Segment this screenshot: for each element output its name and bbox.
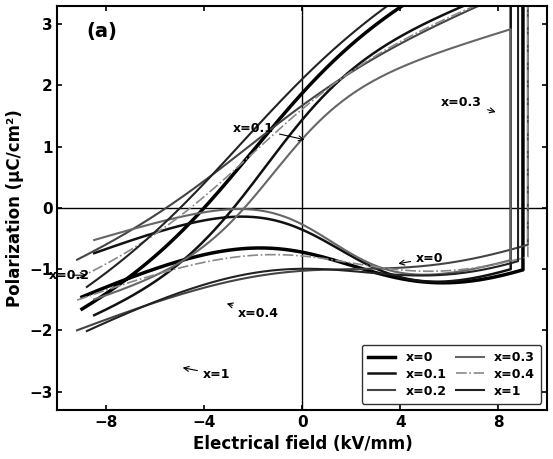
Text: x=0.4: x=0.4 [228,303,279,320]
x=0.3 [393,269,399,274]
Text: x=0.2: x=0.2 [49,269,90,282]
Line: x=1: x=1 [87,0,518,331]
x=0.1 [91,313,97,318]
Line: x=0.4: x=0.4 [77,0,528,300]
x=0 [398,276,405,281]
x=0.1 [440,279,446,284]
x=0.4 [451,268,458,273]
x=1 [84,328,90,334]
x=0.3 [291,218,298,224]
Line: x=0.2: x=0.2 [77,0,528,330]
x=0.3 [91,297,97,302]
x=1 [445,272,451,277]
x=0 [79,306,85,312]
x=0.4 [74,276,80,281]
x=0.3 [91,237,97,243]
x=0 [291,248,298,253]
x=0.2 [74,328,80,333]
x=0 [200,252,207,257]
x=0.4 [291,252,298,258]
x=1 [291,266,298,272]
x=0.1 [393,273,399,279]
x=0.4 [198,260,205,266]
x=1 [137,243,143,248]
x=0.3 [142,277,149,283]
x=0.1 [418,278,424,284]
x=0.3 [418,272,424,277]
Line: x=0: x=0 [82,0,523,309]
x=0.2 [129,227,135,232]
x=0 [448,280,455,285]
x=0.4 [427,269,434,274]
Y-axis label: Polarization (μC/cm²): Polarization (μC/cm²) [6,109,24,307]
x=1 [202,281,209,287]
Line: x=0.3: x=0.3 [94,29,511,299]
x=0.4 [74,297,80,303]
x=0.1 [206,217,212,222]
x=0.3 [440,271,446,276]
x=0 [79,294,85,300]
x=0.1 [91,251,97,256]
x=0 [425,280,431,285]
X-axis label: Electrical field (kV/mm): Electrical field (kV/mm) [192,436,413,453]
Text: x=1: x=1 [184,366,231,381]
x=0.2 [198,285,205,291]
x=0 [133,269,139,274]
x=0.2 [451,259,458,265]
Text: x=0: x=0 [399,252,444,265]
Text: (a): (a) [87,22,118,41]
Text: x=0.3: x=0.3 [441,96,494,113]
x=0.3 [206,209,212,214]
Legend: x=0, x=0.1, x=0.2, x=0.3, x=0.4, x=1: x=0, x=0.1, x=0.2, x=0.3, x=0.4, x=1 [362,345,541,404]
Line: x=0.1: x=0.1 [94,0,511,315]
x=0.4 [129,246,135,252]
x=1 [396,272,403,278]
x=0.1 [291,224,298,230]
x=0.2 [74,257,80,263]
x=0.4 [400,268,407,273]
x=1 [422,273,429,278]
x=0.2 [400,265,407,270]
x=1 [84,284,90,290]
x=0.3 [508,27,514,32]
Text: x=0.1: x=0.1 [233,122,304,141]
x=0.1 [142,285,149,291]
x=0.2 [291,269,298,274]
x=0.2 [427,263,434,268]
